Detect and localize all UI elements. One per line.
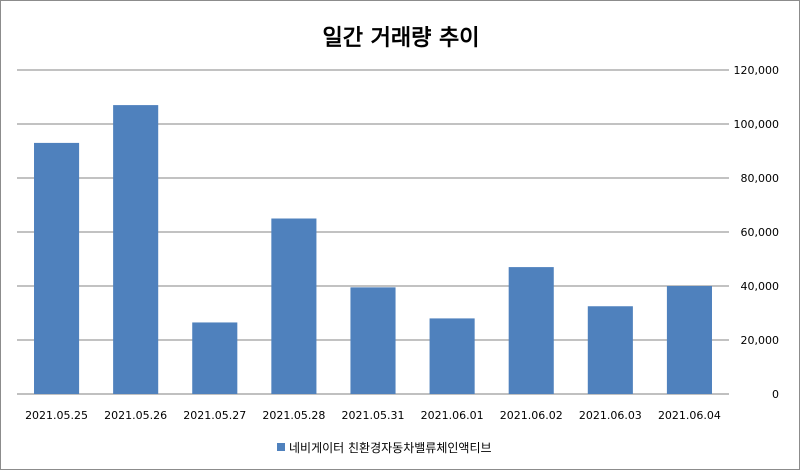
y-tick-label: 100,000	[734, 118, 780, 131]
x-tick-label: 2021.05.31	[342, 409, 405, 422]
x-tick-label: 2021.05.25	[25, 409, 88, 422]
bar	[34, 142, 80, 394]
y-tick-label: 60,000	[741, 226, 780, 239]
bar	[113, 105, 159, 394]
bar	[508, 267, 554, 394]
bar	[192, 322, 238, 394]
y-tick-label: 120,000	[734, 64, 780, 77]
x-tick-label: 2021.05.28	[262, 409, 325, 422]
x-axis-tick-labels: 2021.05.25 2021.05.26 2021.05.27 2021.05.28…	[25, 409, 721, 422]
legend-swatch	[277, 443, 285, 451]
bar	[429, 318, 475, 394]
y-tick-label: 0	[772, 388, 779, 401]
bar	[271, 218, 317, 394]
bar	[666, 286, 712, 394]
x-tick-label: 2021.06.03	[579, 409, 642, 422]
x-tick-label: 2021.05.27	[183, 409, 246, 422]
bars	[34, 105, 712, 394]
chart-title: 일간 거래량 추이	[323, 26, 480, 51]
y-tick-label: 80,000	[741, 172, 780, 185]
bar	[350, 287, 396, 394]
y-tick-label: 40,000	[741, 280, 780, 293]
bar	[587, 306, 633, 394]
x-tick-label: 2021.06.01	[421, 409, 484, 422]
x-tick-label: 2021.05.26	[104, 409, 167, 422]
legend-label: 네비게이터 친환경자동차밸류체인액티브	[289, 441, 492, 455]
x-tick-label: 2021.06.02	[500, 409, 563, 422]
legend: 네비게이터 친환경자동차밸류체인액티브	[277, 441, 492, 455]
y-axis-tick-labels: 0 20,000 40,000 60,000 80,000 100,000 120,000	[734, 64, 780, 401]
y-tick-label: 20,000	[741, 334, 780, 347]
x-tick-label: 2021.06.04	[658, 409, 721, 422]
